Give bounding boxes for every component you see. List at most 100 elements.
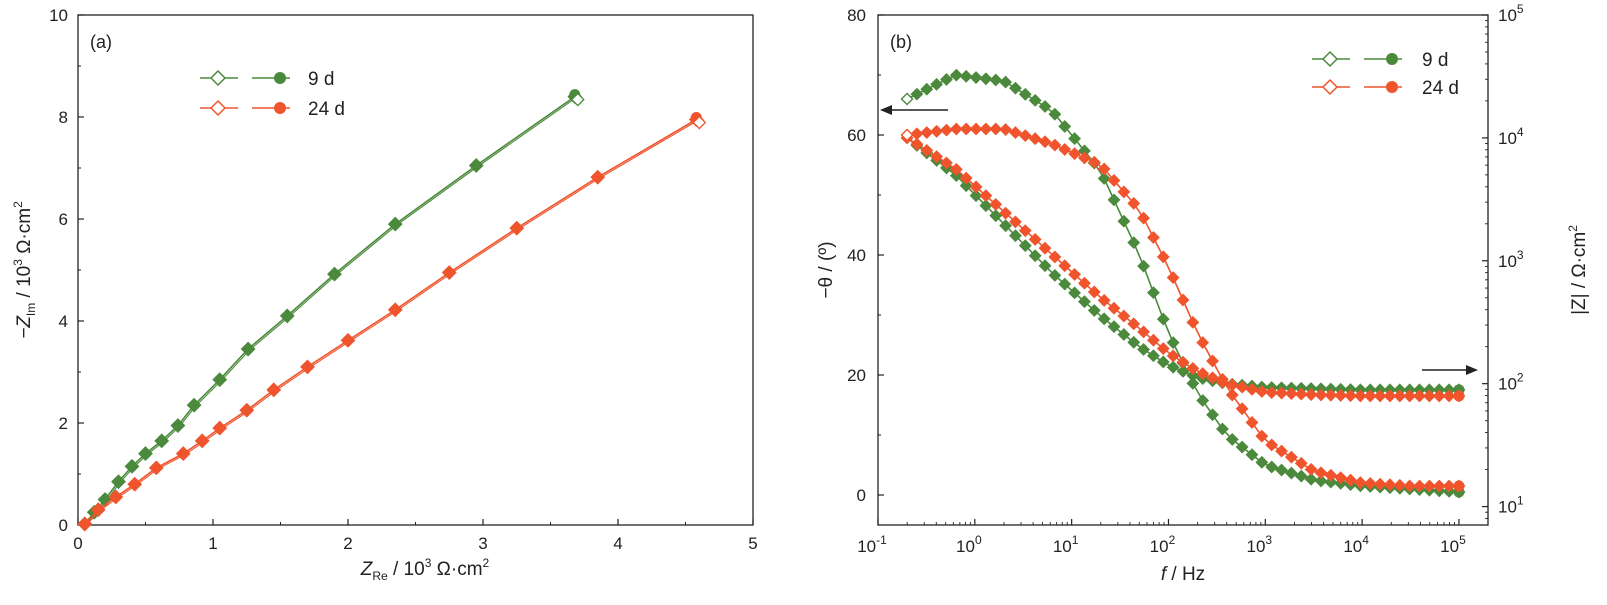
b-rtick-label: 104 bbox=[1498, 125, 1524, 148]
b-modulus-point-0 bbox=[1009, 229, 1022, 243]
b-phase-point-0 bbox=[1216, 422, 1229, 436]
b-phase-point-0 bbox=[1137, 259, 1150, 273]
left-axis-arrow bbox=[880, 105, 948, 115]
b-modulus-point-1 bbox=[1068, 268, 1082, 281]
b-phase-point-1 bbox=[1038, 135, 1052, 149]
b-modulus-point-1 bbox=[1265, 386, 1279, 400]
b-modulus-point-1 bbox=[1225, 378, 1239, 392]
a-point-0 bbox=[468, 158, 484, 173]
b-modulus-point-0 bbox=[1117, 328, 1131, 341]
b-modulus-point-0 bbox=[1038, 259, 1052, 273]
b-modulus-point-1 bbox=[1363, 389, 1377, 403]
a-series-line-0 bbox=[84, 95, 576, 525]
b-phase-end-1 bbox=[1453, 480, 1465, 492]
b-phase-point-0 bbox=[1275, 463, 1288, 477]
b-modulus-point-1 bbox=[1284, 387, 1298, 401]
a-ytick-label: 10 bbox=[49, 6, 68, 25]
b-modulus-point-1 bbox=[1216, 375, 1229, 389]
b-modulus-point-1 bbox=[949, 162, 963, 176]
b-phase-point-1 bbox=[1344, 473, 1357, 487]
b-phase-point-0 bbox=[1166, 336, 1180, 350]
panel-b-frame bbox=[877, 14, 1489, 526]
b-modulus-point-1 bbox=[959, 171, 973, 185]
panel-b-label: (b) bbox=[890, 32, 912, 52]
b-modulus-point-1 bbox=[989, 197, 1003, 211]
b-modulus-point-1 bbox=[1206, 371, 1219, 385]
b-modulus-point-1 bbox=[1275, 386, 1288, 400]
b-phase-point-0 bbox=[979, 72, 993, 86]
a-point-0 bbox=[240, 341, 256, 357]
b-modulus-point-1 bbox=[1245, 382, 1259, 396]
panel-a-label: (a) bbox=[90, 32, 112, 52]
a-point-0 bbox=[154, 433, 170, 449]
b-phase-point-1 bbox=[1413, 479, 1426, 493]
b-modulus-point-1 bbox=[1294, 387, 1308, 401]
b-modulus-point-0 bbox=[1156, 355, 1170, 369]
b-phase-point-1 bbox=[959, 122, 973, 136]
b-phase-point-0 bbox=[920, 82, 934, 96]
b-modulus-point-1 bbox=[940, 156, 953, 170]
b-modulus-point-1 bbox=[1018, 224, 1032, 238]
b-xtick-label: 100 bbox=[956, 533, 982, 556]
b-phase-point-1 bbox=[1373, 477, 1387, 491]
a-point-1 bbox=[108, 489, 124, 505]
panel-a: 0 1 2 3 4 5 0 2 4 6 8 10 (a) 9 d 24 d ZRe / 103 Ω·… bbox=[11, 6, 758, 583]
b-modulus-point-0 bbox=[1058, 277, 1072, 291]
panel-a-frame bbox=[77, 14, 754, 526]
b-phase-point-1 bbox=[1324, 468, 1338, 482]
legend-a-9d-label: 9 d bbox=[308, 69, 334, 90]
b-xtick-label: 105 bbox=[1440, 533, 1466, 556]
b-modulus-point-1 bbox=[1403, 389, 1417, 403]
b-phase-point-1 bbox=[1028, 132, 1042, 146]
b-phase-point-0 bbox=[1009, 81, 1022, 95]
b-modulus-point-1 bbox=[1147, 333, 1160, 347]
b-phase-point-0 bbox=[1156, 312, 1170, 326]
b-phase-point-1 bbox=[1206, 354, 1219, 368]
b-modulus-point-0 bbox=[1087, 303, 1101, 317]
b-rtick-label: 105 bbox=[1498, 2, 1524, 25]
a-point-open-1 bbox=[692, 115, 707, 130]
legend-b-24d-label: 24 d bbox=[1422, 78, 1459, 99]
a-point-1 bbox=[340, 332, 356, 348]
b-phase-point-1 bbox=[1275, 444, 1288, 458]
b-phase-point-1 bbox=[930, 124, 944, 138]
a-xtick-label: 1 bbox=[208, 534, 217, 553]
b-phase-point-1 bbox=[1127, 196, 1141, 210]
b-xtick-label: 10-1 bbox=[857, 533, 887, 556]
b-phase-point-0 bbox=[1196, 394, 1210, 407]
a-ytick-label: 0 bbox=[59, 516, 68, 535]
b-phase-point-0 bbox=[989, 73, 1003, 87]
b-modulus-point-1 bbox=[1176, 355, 1190, 369]
a-point-1 bbox=[300, 359, 315, 375]
b-modulus-point-1 bbox=[1235, 380, 1249, 394]
a-point-1 bbox=[239, 402, 255, 418]
b-modulus-point-0 bbox=[1176, 364, 1190, 378]
b-phase-point-0 bbox=[1225, 433, 1239, 446]
a-point-0 bbox=[111, 474, 126, 490]
a-ytick-label: 4 bbox=[59, 312, 68, 331]
b-xtick-label: 101 bbox=[1053, 533, 1079, 556]
a-point-0 bbox=[279, 308, 295, 324]
legend-a-24d-label: 24 d bbox=[308, 99, 345, 120]
b-phase-point-1 bbox=[1353, 476, 1367, 489]
panel-a-legend: 9 d 24 d bbox=[200, 69, 345, 120]
b-modulus-point-0 bbox=[1137, 343, 1150, 356]
b-phase-line-0 bbox=[906, 74, 1460, 493]
b-modulus-line-0 bbox=[906, 137, 1459, 391]
b-phase-point-1 bbox=[1265, 438, 1279, 452]
panel-b-ylabel-right: |Z| / Ω·cm2 bbox=[1566, 225, 1590, 315]
b-modulus-end-1 bbox=[1453, 390, 1465, 402]
a-point-1 bbox=[509, 220, 525, 236]
b-phase-point-0 bbox=[1048, 107, 1062, 121]
b-phase-point-0 bbox=[1107, 193, 1121, 207]
b-phase-point-1 bbox=[1097, 162, 1111, 176]
b-phase-point-1 bbox=[1107, 174, 1121, 187]
b-modulus-point-1 bbox=[1373, 389, 1387, 403]
b-phase-point-0 bbox=[959, 69, 973, 83]
b-phase-point-0 bbox=[1058, 120, 1072, 133]
b-phase-point-0 bbox=[949, 68, 963, 82]
b-modulus-point-0 bbox=[1078, 295, 1091, 309]
a-point-1 bbox=[194, 433, 210, 449]
legend-b-9d-marker bbox=[1312, 50, 1412, 68]
panel-b-legend: 9 d 24 d bbox=[1312, 50, 1459, 99]
